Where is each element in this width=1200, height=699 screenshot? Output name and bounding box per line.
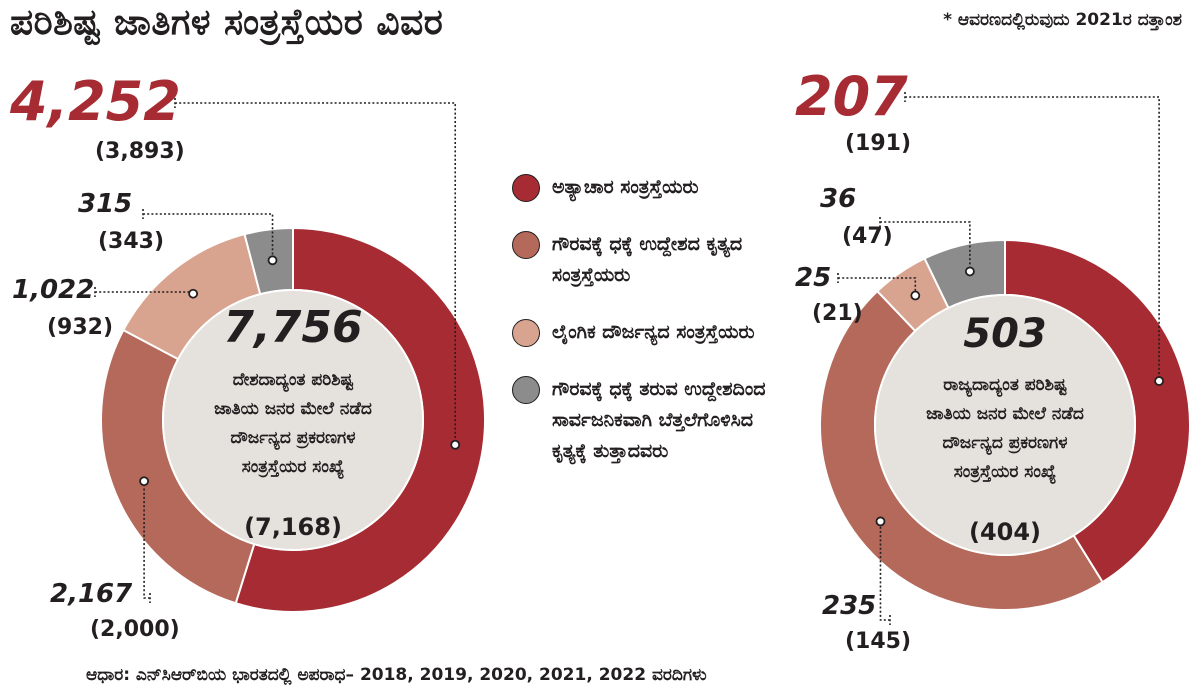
state-leader-dot-atrocity [1154, 376, 1165, 386]
state-value-label-public: 36 [820, 184, 856, 214]
legend-item-insult: ಗೌರವಕ್ಕೆ ಧಕ್ಕೆ ಉದ್ದೇಶದ ಕೃತ್ಯದ ಸಂತ್ರಸ್ತೆಯ… [512, 229, 772, 291]
national-leader-dot-insult [139, 476, 149, 487]
national-value-label-sexual: 1,022 [12, 275, 94, 305]
page-title: ಪರಿಶಿಷ್ಟ ಜಾತಿಗಳ ಸಂತ್ರಸ್ತೆಯರ ವಿವರ [10, 2, 444, 43]
state-leader-dot-public [964, 266, 975, 277]
legend-item-sexual: ಲೈಂಗಿಕ ದೌರ್ಜನ್ಯದ ಸಂತ್ರಸ್ತೆಯರು [512, 317, 772, 348]
legend-swatch-sexual [512, 319, 540, 347]
state-previous-label-insult: (145) [845, 629, 911, 654]
state-value-label-insult: 235 [822, 591, 876, 621]
state-value-label-atrocity: 207 [795, 65, 908, 128]
state-center-text-line: ರಾಜ್ಯದಾದ್ಯಂತ ಪರಿಶಿಷ್ಟ [943, 375, 1067, 398]
national-center-text-line: ಸಂತ್ರಸ್ತೆಯರ ಸಂಖ್ಯೆ [242, 457, 345, 480]
state-center-text-line: ಜಾತಿಯ ಜನರ ಮೇಲೆ ನಡೆದ [926, 404, 1084, 424]
state-previous-label-public: (47) [842, 224, 893, 249]
national-leader-dot-public [267, 255, 278, 266]
source-note: ಆಧಾರ: ಎನ್‌ಸಿಆರ್‌ಬಿಯ ಭಾರತದಲ್ಲಿ ಅಪರಾಧ– 201… [86, 665, 707, 685]
state-total-previous: (404) [969, 518, 1041, 546]
national-previous-label-sexual: (932) [47, 315, 113, 340]
legend-item-atrocity: ಅತ್ಯಾಚಾರ ಸಂತ್ರಸ್ತೆಯರು [512, 172, 772, 203]
legend-swatch-insult [512, 231, 540, 259]
legend-swatch-atrocity [512, 174, 540, 202]
state-value-label-sexual: 25 [795, 263, 831, 293]
national-center-text-line: ದೇಶದಾದ್ಯಂತ ಪರಿಶಿಷ್ಟ [233, 370, 354, 393]
state-total-value: 503 [963, 311, 1047, 357]
state-center-text-line: ಸಂತ್ರಸ್ತೆಯರ ಸಂಖ್ಯೆ [954, 462, 1057, 485]
national-total-previous: (7,168) [244, 513, 342, 541]
state-leader-insult [879, 521, 891, 625]
legend-swatch-public [512, 376, 540, 404]
national-leader-dot-sexual [188, 288, 199, 299]
state-leader-atrocity [904, 92, 1160, 382]
legend-label-sexual: ಲೈಂಗಿಕ ದೌರ್ಜನ್ಯದ ಸಂತ್ರಸ್ತೆಯರು [552, 321, 755, 343]
legend: ಅತ್ಯಾಚಾರ ಸಂತ್ರಸ್ತೆಯರು ಗೌರವಕ್ಕೆ ಧಕ್ಕೆ ಉದ್… [512, 172, 772, 493]
state-center-disc [874, 294, 1136, 556]
legend-label-public: ಗೌರವಕ್ಕೆ ಧಕ್ಕೆ ತರುವ ಉದ್ದೇಶದಿಂದ ಸಾರ್ವಜನಿಕ… [552, 378, 766, 462]
legend-label-atrocity: ಅತ್ಯಾಚಾರ ಸಂತ್ರಸ್ತೆಯರು [552, 176, 699, 198]
national-leader-atrocity [174, 98, 457, 445]
state-leader-sexual [837, 273, 917, 296]
national-previous-label-public: (343) [98, 229, 164, 254]
national-previous-label-insult: (2,000) [90, 617, 180, 642]
state-center-text-line: ದೌರ್ಜನ್ಯದ ಪ್ರಕರಣಗಳ [942, 433, 1067, 456]
national-center-text-line: ಜಾತಿಯ ಜನರ ಮೇಲೆ ನಡೆದ [214, 399, 372, 419]
national-center-disc [162, 289, 424, 551]
national-value-label-atrocity: 4,252 [9, 70, 181, 133]
state-leader-public [879, 217, 971, 272]
national-leader-insult [143, 481, 151, 603]
national-leader-public [142, 209, 274, 261]
national-leader-dot-atrocity [450, 439, 461, 450]
legend-label-insult: ಗೌರವಕ್ಕೆ ಧಕ್ಕೆ ಉದ್ದೇಶದ ಕೃತ್ಯದ ಸಂತ್ರಸ್ತೆಯ… [552, 233, 743, 286]
state-leader-dot-insult [875, 516, 886, 527]
national-value-label-public: 315 [78, 189, 132, 219]
national-previous-label-atrocity: (3,893) [95, 139, 185, 164]
national-value-label-insult: 2,167 [50, 579, 133, 609]
data-note: * ಆವರಣದಲ್ಲಿರುವುದು 2021ರ ದತ್ತಾಂಶ [943, 10, 1182, 30]
national-total-value: 7,756 [223, 302, 362, 353]
legend-item-public: ಗೌರವಕ್ಕೆ ಧಕ್ಕೆ ತರುವ ಉದ್ದೇಶದಿಂದ ಸಾರ್ವಜನಿಕ… [512, 374, 772, 467]
state-previous-label-sexual: (21) [812, 301, 863, 326]
national-center-text-line: ದೌರ್ಜನ್ಯದ ಪ್ರಕರಣಗಳ [230, 428, 355, 451]
state-previous-label-atrocity: (191) [845, 131, 911, 156]
state-leader-dot-sexual [910, 290, 921, 301]
